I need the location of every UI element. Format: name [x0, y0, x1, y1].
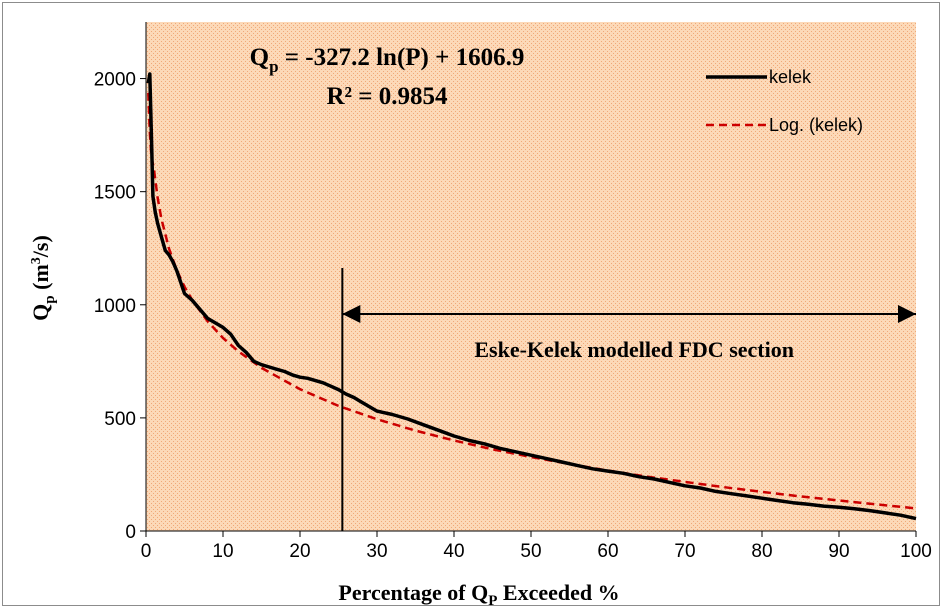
equation-subscript: p [269, 57, 278, 76]
x-tick-label: 20 [289, 541, 310, 562]
y-tick-label: 0 [125, 522, 136, 543]
y-title-main: Q [28, 304, 53, 321]
x-title-tail: Exceeded % [497, 580, 619, 605]
series-layer [146, 72, 917, 521]
x-title-subscript: P [488, 593, 497, 607]
legend-label-kelek: kelek [769, 67, 812, 87]
x-tick-label: 80 [751, 541, 772, 562]
x-tick-label: 100 [900, 541, 932, 562]
y-title-superscript: 3 [29, 257, 44, 264]
section-label: Eske-Kelek modelled FDC section [474, 337, 794, 362]
r-squared: R² = 0.9854 [326, 83, 448, 110]
x-axis-ticks: 0 10 20 30 40 50 60 70 80 90 100 [141, 531, 932, 562]
x-tick-label: 0 [141, 541, 152, 562]
equation-lhs: Q [250, 44, 269, 71]
y-axis-title: Qp (m3/s) [28, 235, 58, 321]
y-tick-label: 1500 [94, 183, 136, 204]
legend-label-log-kelek: Log. (kelek) [769, 115, 863, 135]
x-title-main: Percentage of Q [338, 580, 488, 605]
x-tick-label: 40 [443, 541, 464, 562]
series-line-kelek [146, 72, 917, 521]
x-tick-label: 70 [674, 541, 695, 562]
x-tick-label: 90 [828, 541, 849, 562]
x-tick-label: 30 [366, 541, 387, 562]
x-tick-label: 10 [212, 541, 233, 562]
y-tick-label: 2000 [94, 70, 136, 91]
series-line-log-kelek [147, 92, 917, 510]
y-tick-label: 1000 [94, 296, 136, 317]
x-tick-label: 50 [520, 541, 541, 562]
x-axis-title: Percentage of QP Exceeded % [338, 580, 619, 607]
y-title-unit-tail: /s) [28, 235, 53, 258]
y-title-unit: (m [28, 264, 53, 295]
equation-rhs: = -327.2 ln(P) + 1606.9 [279, 44, 525, 71]
legend: kelek Log. (kelek) [706, 67, 863, 135]
trendline-equation: Qp = -327.2 ln(P) + 1606.9 [250, 44, 525, 76]
y-title-subscript: p [42, 295, 58, 303]
x-tick-label: 60 [597, 541, 618, 562]
plot-area [146, 22, 916, 531]
y-tick-label: 500 [104, 409, 136, 430]
y-axis-ticks: 0 500 1000 1500 2000 [94, 70, 146, 543]
